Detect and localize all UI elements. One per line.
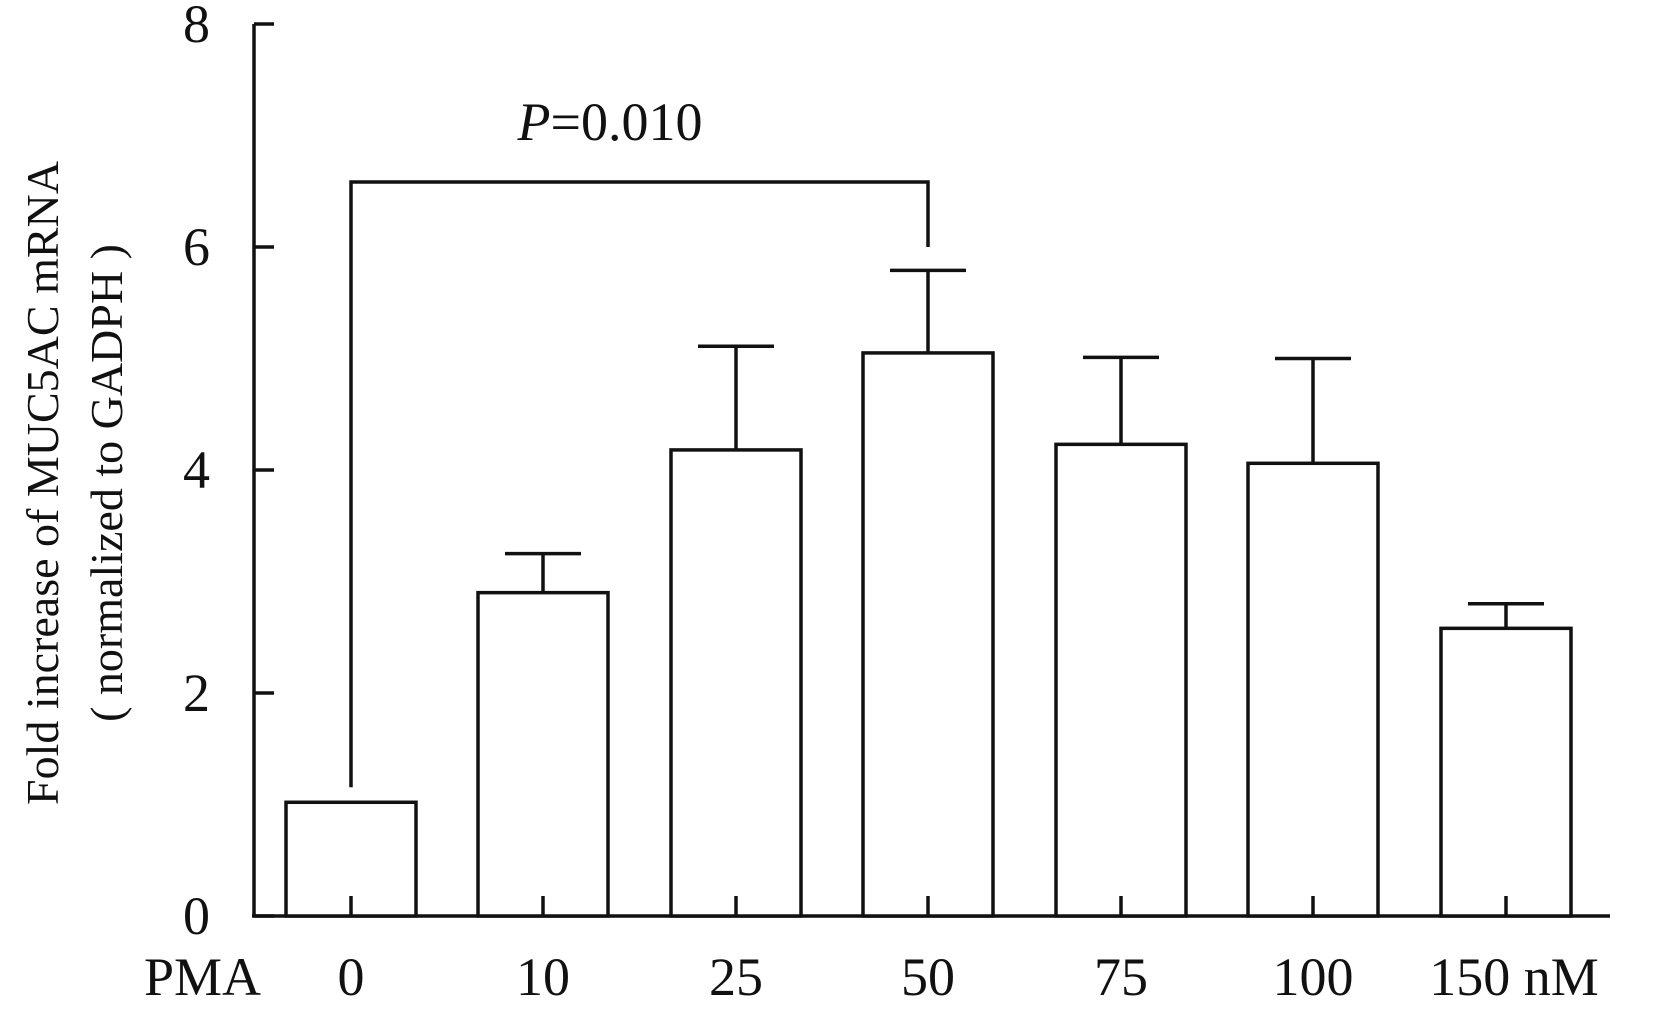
x-axis-label: PMA	[144, 947, 261, 1007]
bar-25	[669, 448, 803, 918]
bars	[284, 351, 1573, 918]
y-tick-label-4: 8	[183, 0, 210, 54]
p-value-annotation: P=0.010	[517, 92, 703, 152]
bar-75	[1054, 442, 1188, 918]
significance-bracket	[349, 180, 930, 788]
y-tick-label-2: 4	[183, 440, 210, 500]
x-tick-label-150: 150 nM	[1429, 947, 1599, 1007]
y-tick-label-3: 6	[183, 217, 210, 277]
x-ticks: 0 10 25 50 75 100 150 nM	[338, 896, 1599, 1007]
x-tick-label-0: 0	[338, 947, 365, 1007]
y-ticks: 0 2 4 6 8	[183, 0, 274, 946]
bar-150	[1439, 626, 1573, 918]
y-axis-label-line2: ( normalized to GADPH )	[81, 244, 132, 722]
x-tick-label-100: 100	[1273, 947, 1354, 1007]
y-axis-label-line1: Fold increase of MUC5AC mRNA	[17, 161, 68, 805]
y-tick-label-1: 2	[183, 663, 210, 723]
x-tick-label-75: 75	[1094, 947, 1148, 1007]
x-tick-label-10: 10	[516, 947, 570, 1007]
error-bars	[505, 268, 1544, 629]
p-symbol: P	[517, 92, 551, 152]
x-tick-label-25: 25	[709, 947, 763, 1007]
y-tick-label-0: 0	[183, 886, 210, 946]
bar-50	[861, 351, 995, 918]
p-value-text: =0.010	[551, 92, 703, 152]
bar-100	[1246, 461, 1380, 918]
bar-10	[476, 590, 610, 918]
x-tick-label-50: 50	[901, 947, 955, 1007]
